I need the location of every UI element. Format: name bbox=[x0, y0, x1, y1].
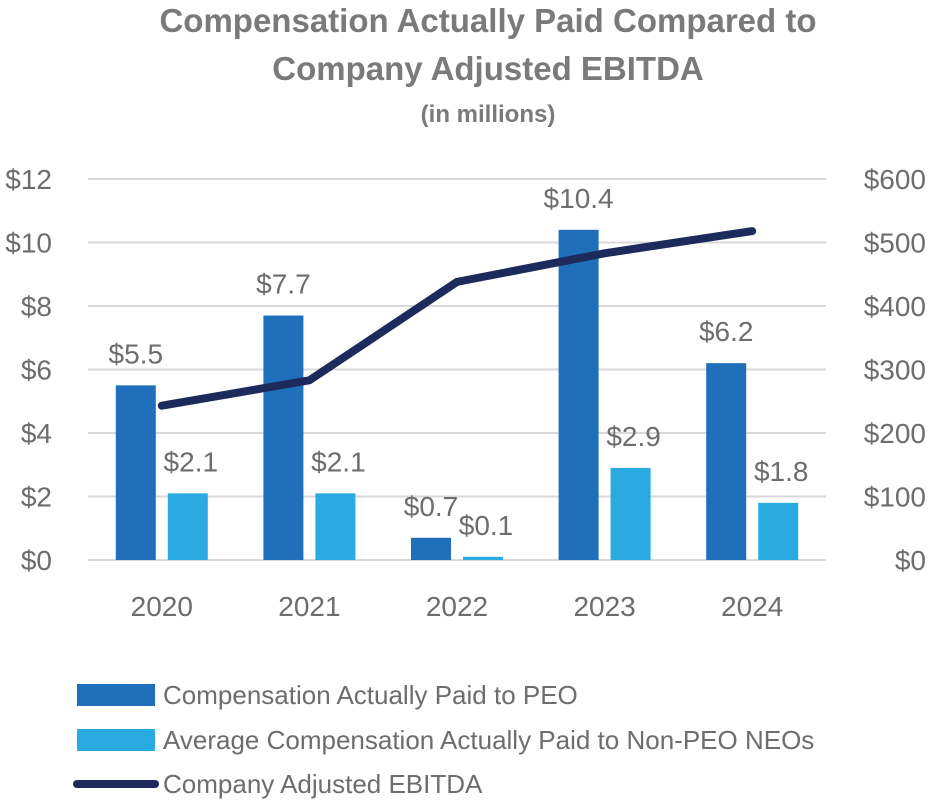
x-tick-label: 2021 bbox=[278, 591, 340, 622]
right-tick-label: $200 bbox=[864, 418, 926, 449]
bar-non-peo bbox=[463, 556, 503, 560]
legend-label: Company Adjusted EBITDA bbox=[163, 769, 483, 799]
left-tick-label: $10 bbox=[5, 228, 52, 259]
bar-peo bbox=[115, 385, 156, 560]
right-tick-label: $100 bbox=[864, 482, 926, 513]
x-axis: 2020 2021 2022 2023 2024 bbox=[131, 591, 784, 622]
data-label-non-peo: $0.1 bbox=[459, 510, 514, 541]
x-tick-label: 2022 bbox=[426, 591, 488, 622]
left-tick-label: $12 bbox=[5, 164, 52, 195]
data-label-peo: $7.7 bbox=[256, 269, 311, 300]
x-tick-label: 2024 bbox=[721, 591, 783, 622]
bars bbox=[115, 229, 799, 561]
data-label-peo: $6.2 bbox=[699, 316, 754, 347]
bar-peo bbox=[558, 229, 599, 561]
right-tick-label: $600 bbox=[864, 164, 926, 195]
bar-peo bbox=[263, 315, 304, 560]
right-y-axis: $0 $100 $200 $300 $400 $500 $600 bbox=[864, 164, 926, 576]
bar-peo bbox=[411, 537, 451, 560]
data-label-non-peo: $2.9 bbox=[606, 421, 661, 452]
right-tick-label: $300 bbox=[864, 355, 926, 386]
bar-non-peo bbox=[167, 493, 208, 560]
bar-non-peo bbox=[315, 493, 356, 560]
data-label-peo: $5.5 bbox=[109, 338, 164, 369]
data-label-peo: $0.7 bbox=[404, 491, 459, 522]
legend: Compensation Actually Paid to PEO Average… bbox=[73, 680, 814, 799]
x-tick-label: 2020 bbox=[131, 591, 193, 622]
x-tick-label: 2023 bbox=[573, 591, 635, 622]
legend-label: Average Compensation Actually Paid to No… bbox=[163, 725, 814, 755]
data-labels: $5.5 $7.7 $0.7 $10.4 $6.2 $2.1 $2.1 $0.1 $2.9 $1.… bbox=[109, 183, 809, 541]
ebitda-line bbox=[157, 227, 757, 410]
left-tick-label: $4 bbox=[21, 418, 52, 449]
left-tick-label: $2 bbox=[21, 482, 52, 513]
bar-peo bbox=[706, 363, 747, 560]
data-label-non-peo: $1.8 bbox=[754, 456, 809, 487]
ebitda-line-path bbox=[157, 227, 757, 410]
right-tick-label: $400 bbox=[864, 291, 926, 322]
chart-title-line1: Compensation Actually Paid Compared to bbox=[159, 2, 816, 39]
chart-title-line2: Company Adjusted EBITDA bbox=[272, 50, 703, 87]
legend-swatch-peo bbox=[77, 684, 155, 706]
data-label-peo: $10.4 bbox=[544, 183, 614, 214]
bar-non-peo bbox=[758, 502, 799, 560]
gridlines bbox=[88, 178, 826, 561]
left-tick-label: $6 bbox=[21, 355, 52, 386]
data-label-non-peo: $2.1 bbox=[164, 446, 219, 477]
right-tick-label: $500 bbox=[864, 228, 926, 259]
right-tick-label: $0 bbox=[895, 545, 926, 576]
left-tick-label: $8 bbox=[21, 291, 52, 322]
left-tick-label: $0 bbox=[21, 545, 52, 576]
bar-non-peo bbox=[610, 467, 651, 560]
chart-subtitle: (in millions) bbox=[421, 101, 556, 128]
legend-swatch-non-peo bbox=[77, 729, 155, 751]
data-label-non-peo: $2.1 bbox=[311, 446, 366, 477]
legend-label: Compensation Actually Paid to PEO bbox=[163, 680, 578, 710]
left-y-axis: $0 $2 $4 $6 $8 $10 $12 bbox=[5, 164, 52, 576]
